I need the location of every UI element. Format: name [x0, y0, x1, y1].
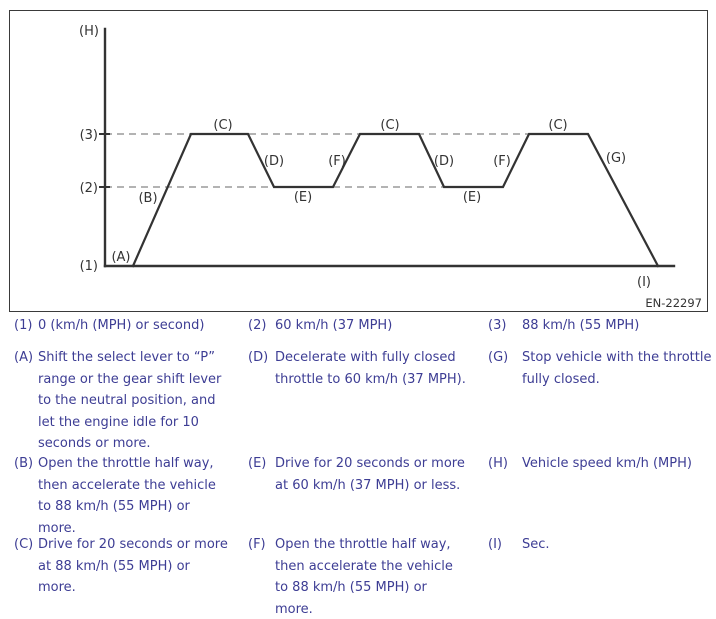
x-axis-title-label: (I): [637, 275, 651, 290]
figure-code: EN-22297: [645, 296, 702, 310]
segment-f1-label: (F): [328, 154, 346, 169]
legend-tag: (C): [14, 537, 34, 552]
legend-text: Drive for 20 seconds or more at 88 km/h …: [38, 537, 228, 595]
legend-text: Decelerate with fully closed throttle to…: [275, 350, 466, 387]
legend-item-c: (C) Drive for 20 seconds or more at 88 k…: [14, 534, 246, 599]
legend-item-e: (E) Drive for 20 seconds or more at 60 k…: [248, 453, 487, 496]
legend-item-d: (D) Decelerate with fully closed throttl…: [248, 347, 487, 390]
legend-tag: (B): [14, 456, 34, 471]
segment-a-label: (A): [111, 250, 130, 265]
legend-text: Vehicle speed km/h (MPH): [522, 456, 692, 471]
legend-text: 0 (km/h (MPH) or second): [38, 318, 205, 333]
speed-profile-chart: (H) (3) (2) (1) (I) (A) (B) (C) (D) (E) …: [79, 24, 702, 310]
legend-text: 60 km/h (37 MPH): [275, 318, 393, 333]
segment-c3-label: (C): [548, 118, 567, 133]
legend-item-b: (B) Open the throttle half way, then acc…: [14, 453, 246, 539]
legend-tag: (G): [488, 350, 509, 365]
legend-item-1: (1) 0 (km/h (MPH) or second): [14, 315, 246, 337]
drive-pattern-diagram: (H) (3) (2) (1) (I) (A) (B) (C) (D) (E) …: [9, 10, 708, 312]
legend-text: 88 km/h (55 MPH): [522, 318, 640, 333]
legend-text: Stop vehicle with the throttle fully clo…: [522, 350, 712, 387]
legend-tag: (D): [248, 350, 269, 365]
legend-text: Shift the select lever to “P” range or t…: [38, 350, 222, 451]
legend-item-h: (H) Vehicle speed km/h (MPH): [488, 453, 716, 475]
segment-c2-label: (C): [380, 118, 399, 133]
level2-label: (2): [80, 181, 98, 196]
segment-d2-label: (D): [434, 154, 454, 169]
legend-item-g: (G) Stop vehicle with the throttle fully…: [488, 347, 716, 390]
segment-d1-label: (D): [264, 154, 284, 169]
legend-tag: (3): [488, 318, 507, 333]
legend-tag: (2): [248, 318, 267, 333]
legend-item-i: (I) Sec.: [488, 534, 716, 556]
segment-c1-label: (C): [213, 118, 232, 133]
y-axis-title-label: (H): [79, 24, 99, 39]
speed-profile-line: [131, 132, 660, 268]
legend-tag: (F): [248, 537, 266, 552]
legend-item-2: (2) 60 km/h (37 MPH): [248, 315, 487, 337]
legend-tag: (H): [488, 456, 508, 471]
segment-f2-label: (F): [493, 154, 511, 169]
legend-text: Sec.: [522, 537, 550, 552]
legend-item-a: (A) Shift the select lever to “P” range …: [14, 347, 246, 455]
legend-tag: (E): [248, 456, 267, 471]
segment-e2-label: (E): [463, 190, 481, 205]
legend-item-3: (3) 88 km/h (55 MPH): [488, 315, 716, 337]
legend-tag: (A): [14, 350, 34, 365]
segment-g-label: (G): [606, 151, 626, 166]
legend-text: Open the throttle half way, then acceler…: [275, 537, 453, 617]
legend-tag: (I): [488, 537, 502, 552]
legend-item-f: (F) Open the throttle half way, then acc…: [248, 534, 487, 619]
legend-tag: (1): [14, 318, 33, 333]
level1-label: (1): [80, 259, 98, 274]
level3-label: (3): [80, 128, 98, 143]
segment-e1-label: (E): [294, 190, 312, 205]
segment-b-label: (B): [138, 191, 157, 206]
legend-text: Drive for 20 seconds or more at 60 km/h …: [275, 456, 465, 493]
legend-text: Open the throttle half way, then acceler…: [38, 456, 216, 536]
